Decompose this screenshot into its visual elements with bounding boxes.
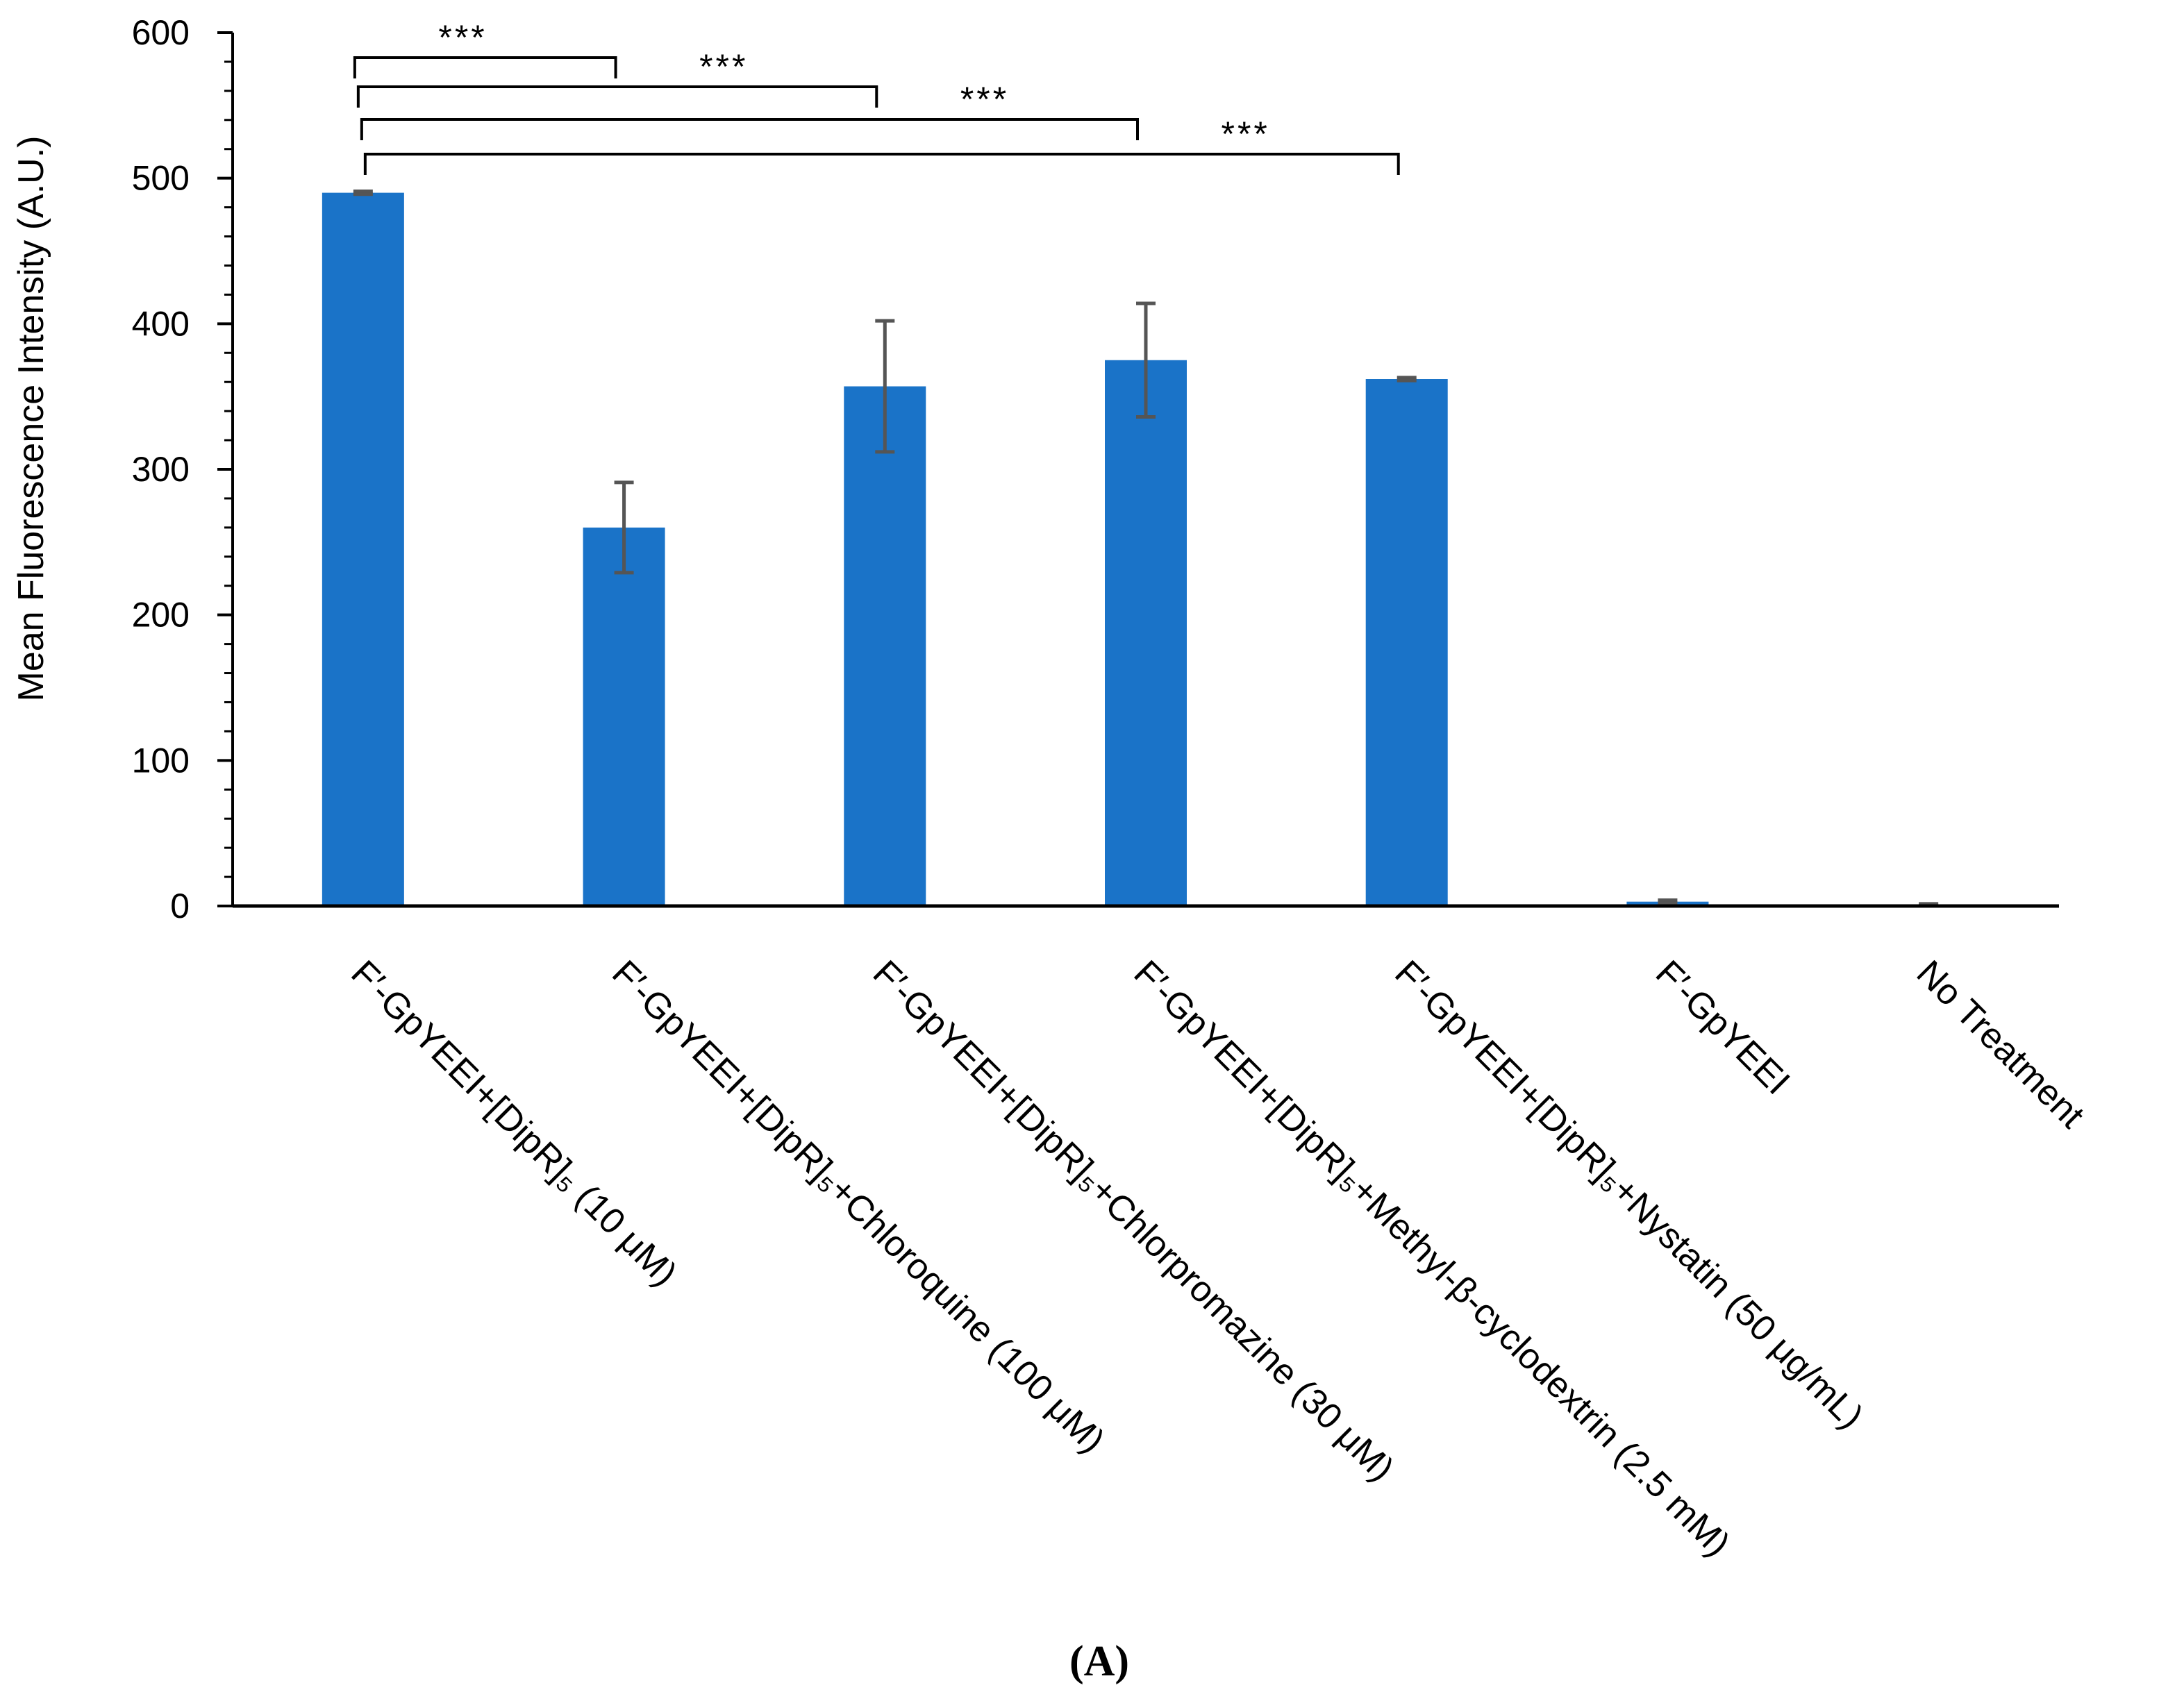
bar [1365,379,1448,906]
y-axis-title: Mean Fluorescence Intensity (A.U.) [11,136,51,702]
bar [583,527,665,906]
significance-bracket [360,118,1139,140]
bars [322,192,1970,907]
significance-bracket [363,153,1400,175]
category-label: No Treatment [1909,953,2092,1136]
bar [844,386,926,906]
y-tick-label: 500 [132,159,190,198]
category-label: F′-GpYEEI+[DipR]₅+Chloroquine (100 μM) [604,953,1112,1461]
significance-brackets: *** *** *** *** [353,18,1400,175]
significance-label: *** [699,47,748,86]
significance-bracket [356,85,878,108]
error-bars [353,190,1939,907]
y-axis: 0 100 200 300 400 500 600 [132,13,234,925]
significance-bracket [353,56,617,78]
y-tick-label: 300 [132,450,190,489]
category-label: F′-GpYEEI+[DipR]₅+Nystatin (50 μg/mL) [1387,953,1871,1436]
y-tick-label: 100 [132,741,190,780]
y-tick-label: 400 [132,304,190,343]
bar [322,192,404,907]
y-tick-label: 600 [132,13,190,52]
significance-label: *** [438,18,487,57]
panel-label: (A) [1069,1638,1129,1685]
category-label: F′-GpYEEI [1648,953,1797,1102]
significance-label: *** [960,80,1009,119]
y-tick-label: 200 [132,596,190,635]
significance-label: *** [1222,115,1270,153]
category-label: F′-GpYEEI+[DipR]₅+Methyl-β-cyclodextrin … [1126,953,1738,1564]
bar [1105,360,1187,906]
category-labels: F′-GpYEEI+[DipR]₅ (10 μM)F′-GpYEEI+[DipR… [343,953,2092,1564]
category-label: F′-GpYEEI+[DipR]₅+Chlorpromazine (30 μM) [865,953,1402,1489]
y-tick-label: 0 [170,887,190,925]
